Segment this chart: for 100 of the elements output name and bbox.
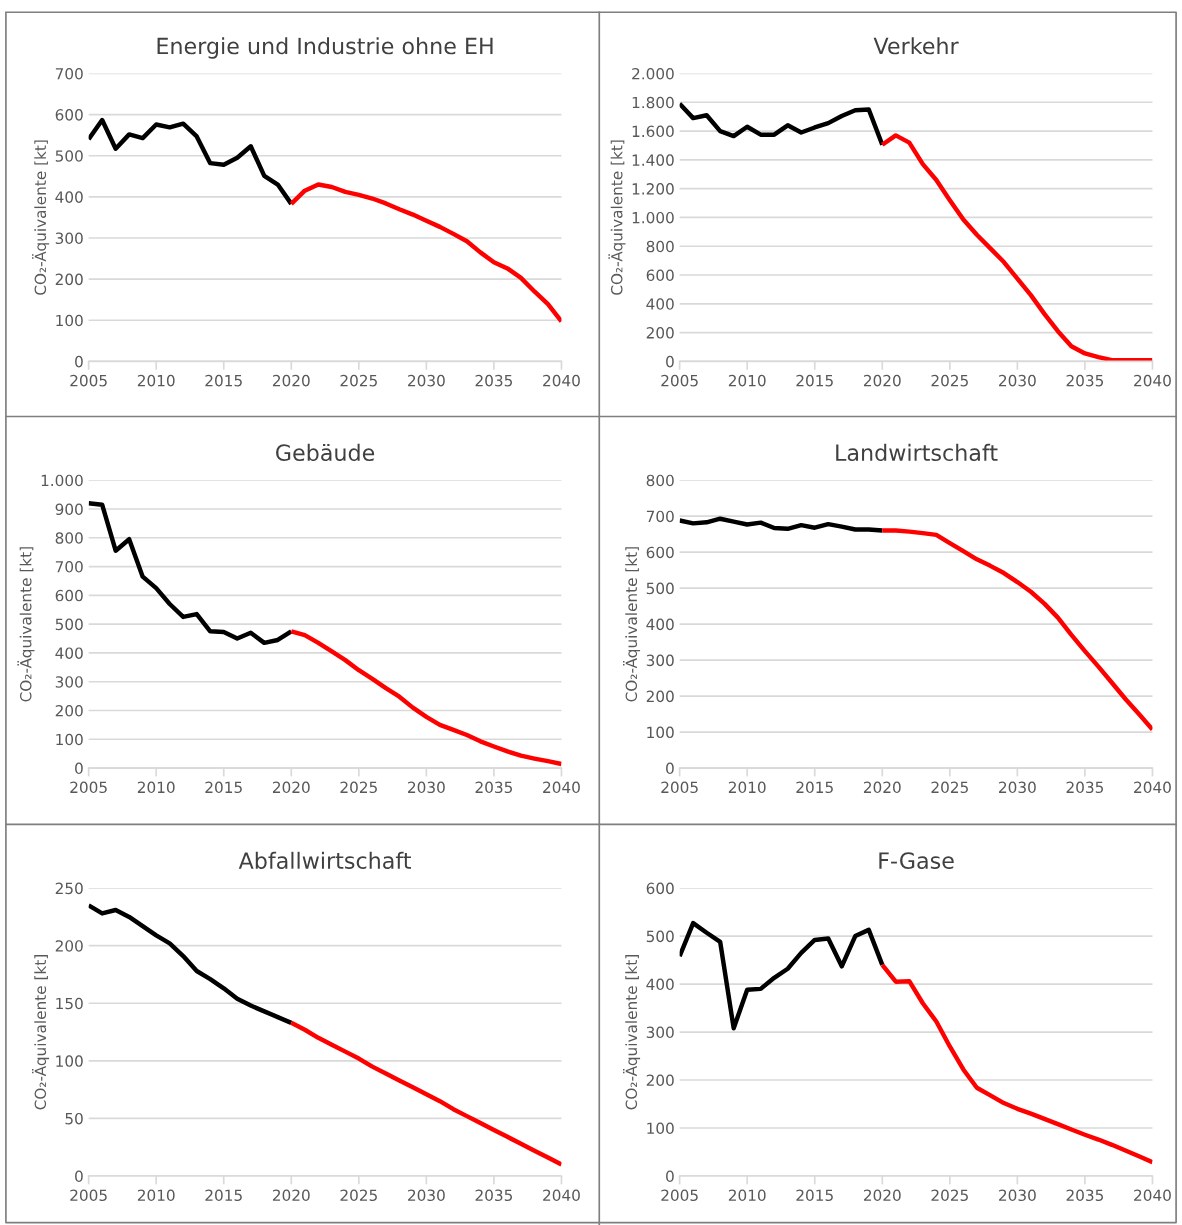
y-tick-label: 1.000 [41,474,83,487]
y-tick-label: 400 [55,647,83,659]
line-series [289,1020,562,1167]
x-tick-label: 2015 [205,781,242,794]
x-tick-label: 2040 [543,1189,580,1202]
x-tick-label: 2035 [1066,374,1104,387]
y-axis-title: CO₂-Äquivalente [kt] [622,547,641,702]
line-series [679,516,885,533]
y-tick-label: 300 [646,654,674,667]
y-tick-label: 100 [56,314,83,327]
y-tick-label: 1.000 [632,211,674,224]
x-tick-label: 2020 [272,1189,310,1202]
y-tick-label: 100 [56,1055,83,1067]
x-tick-label: 2005 [661,781,698,794]
line-series [88,903,294,1026]
chart-title: Verkehr [873,37,959,55]
y-tick-label: 700 [55,561,83,573]
x-tick-label: 2020 [272,374,310,387]
line-series [679,920,885,1031]
y-tick-label: 1.600 [632,125,674,138]
x-tick-label: 2025 [340,374,377,387]
x-tick-label: 2025 [340,781,377,794]
x-tick-label: 2030 [999,374,1036,387]
x-tick-label: 2010 [137,1189,175,1202]
y-axis-title: CO₂-Äquivalente [kt] [608,140,626,295]
x-tick-label: 2020 [863,374,901,387]
line-series [679,101,885,147]
y-tick-label: 200 [646,1074,674,1087]
y-tick-label: 1.400 [632,154,674,166]
line-series [880,528,1153,732]
y-tick-label: 400 [646,618,674,631]
y-tick-label: 700 [55,67,83,80]
line-series [880,962,1153,1165]
x-tick-label: 2005 [70,781,107,794]
y-tick-label: 800 [646,240,674,253]
chart-title: Landwirtschaft [836,443,998,462]
x-tick-label: 2035 [1066,781,1104,794]
y-tick-label: 200 [55,704,83,717]
x-tick-label: 2020 [863,781,901,794]
x-tick-label: 2015 [796,374,833,387]
y-tick-label: 700 [646,510,674,523]
x-tick-label: 2040 [1134,1189,1171,1202]
y-tick-label: 300 [55,232,83,245]
y-axis-title: CO₂-Äquivalente [kt] [31,955,50,1110]
x-tick-label: 2030 [999,781,1036,794]
y-tick-label: 300 [55,676,83,688]
chart-title: Energie und Industrie ohne EH [157,37,493,59]
chart-title: Abfallwirtschaft [238,851,411,869]
x-tick-label: 2035 [1066,1189,1104,1202]
x-tick-label: 2015 [205,374,242,387]
x-tick-label: 2030 [408,374,445,387]
y-axis-title: CO₂-Äquivalente [kt] [622,955,641,1110]
y-tick-label: 50 [65,1112,83,1125]
y-tick-label: 300 [646,1026,674,1039]
x-tick-label: 2010 [137,781,175,794]
y-tick-label: 500 [55,618,83,631]
x-tick-label: 2005 [661,1189,698,1202]
x-tick-label: 2025 [931,374,968,387]
chart-title: F-Gase [879,852,954,869]
y-tick-label: 600 [646,546,674,559]
y-tick-label: 1.200 [632,183,674,195]
x-tick-label: 2015 [205,1189,242,1202]
y-tick-label: 500 [646,930,674,943]
line-series [88,117,294,207]
x-tick-label: 2040 [1134,781,1171,794]
x-tick-label: 2015 [796,1189,833,1202]
y-tick-label: 2.000 [632,67,674,80]
y-tick-label: 0 [666,762,674,775]
chart-title: Gebäude [276,443,375,462]
y-tick-label: 600 [55,589,83,602]
x-tick-label: 2010 [728,374,766,387]
x-tick-label: 2035 [475,374,513,387]
y-tick-label: 900 [55,503,83,516]
x-tick-label: 2020 [272,781,310,794]
x-tick-label: 2040 [543,374,580,387]
y-tick-label: 250 [55,882,83,895]
x-tick-label: 2025 [340,1189,377,1202]
x-tick-label: 2035 [475,1189,513,1202]
x-tick-label: 2030 [408,1189,445,1202]
y-tick-label: 600 [646,269,674,282]
x-tick-label: 2040 [1134,374,1171,387]
y-tick-label: 400 [646,978,674,991]
y-axis-title: CO₂-Äquivalente [kt] [31,140,50,295]
x-tick-label: 2030 [999,1189,1036,1202]
x-tick-label: 2035 [475,781,513,794]
x-tick-label: 2010 [137,374,175,387]
x-tick-label: 2020 [863,1189,901,1202]
y-tick-label: 500 [55,150,83,162]
y-tick-label: 0 [75,762,83,775]
y-tick-label: 150 [56,997,83,1010]
y-tick-label: 400 [55,191,83,203]
y-tick-label: 0 [666,1170,674,1183]
x-tick-label: 2010 [728,1189,766,1202]
line-series [289,629,562,767]
x-tick-label: 2005 [70,1189,107,1202]
y-tick-label: 0 [75,355,83,368]
x-tick-label: 2005 [661,374,698,387]
y-axis-title: CO₂-Äquivalente [kt] [17,547,35,702]
y-tick-label: 200 [646,327,674,339]
x-tick-label: 2005 [70,374,107,387]
